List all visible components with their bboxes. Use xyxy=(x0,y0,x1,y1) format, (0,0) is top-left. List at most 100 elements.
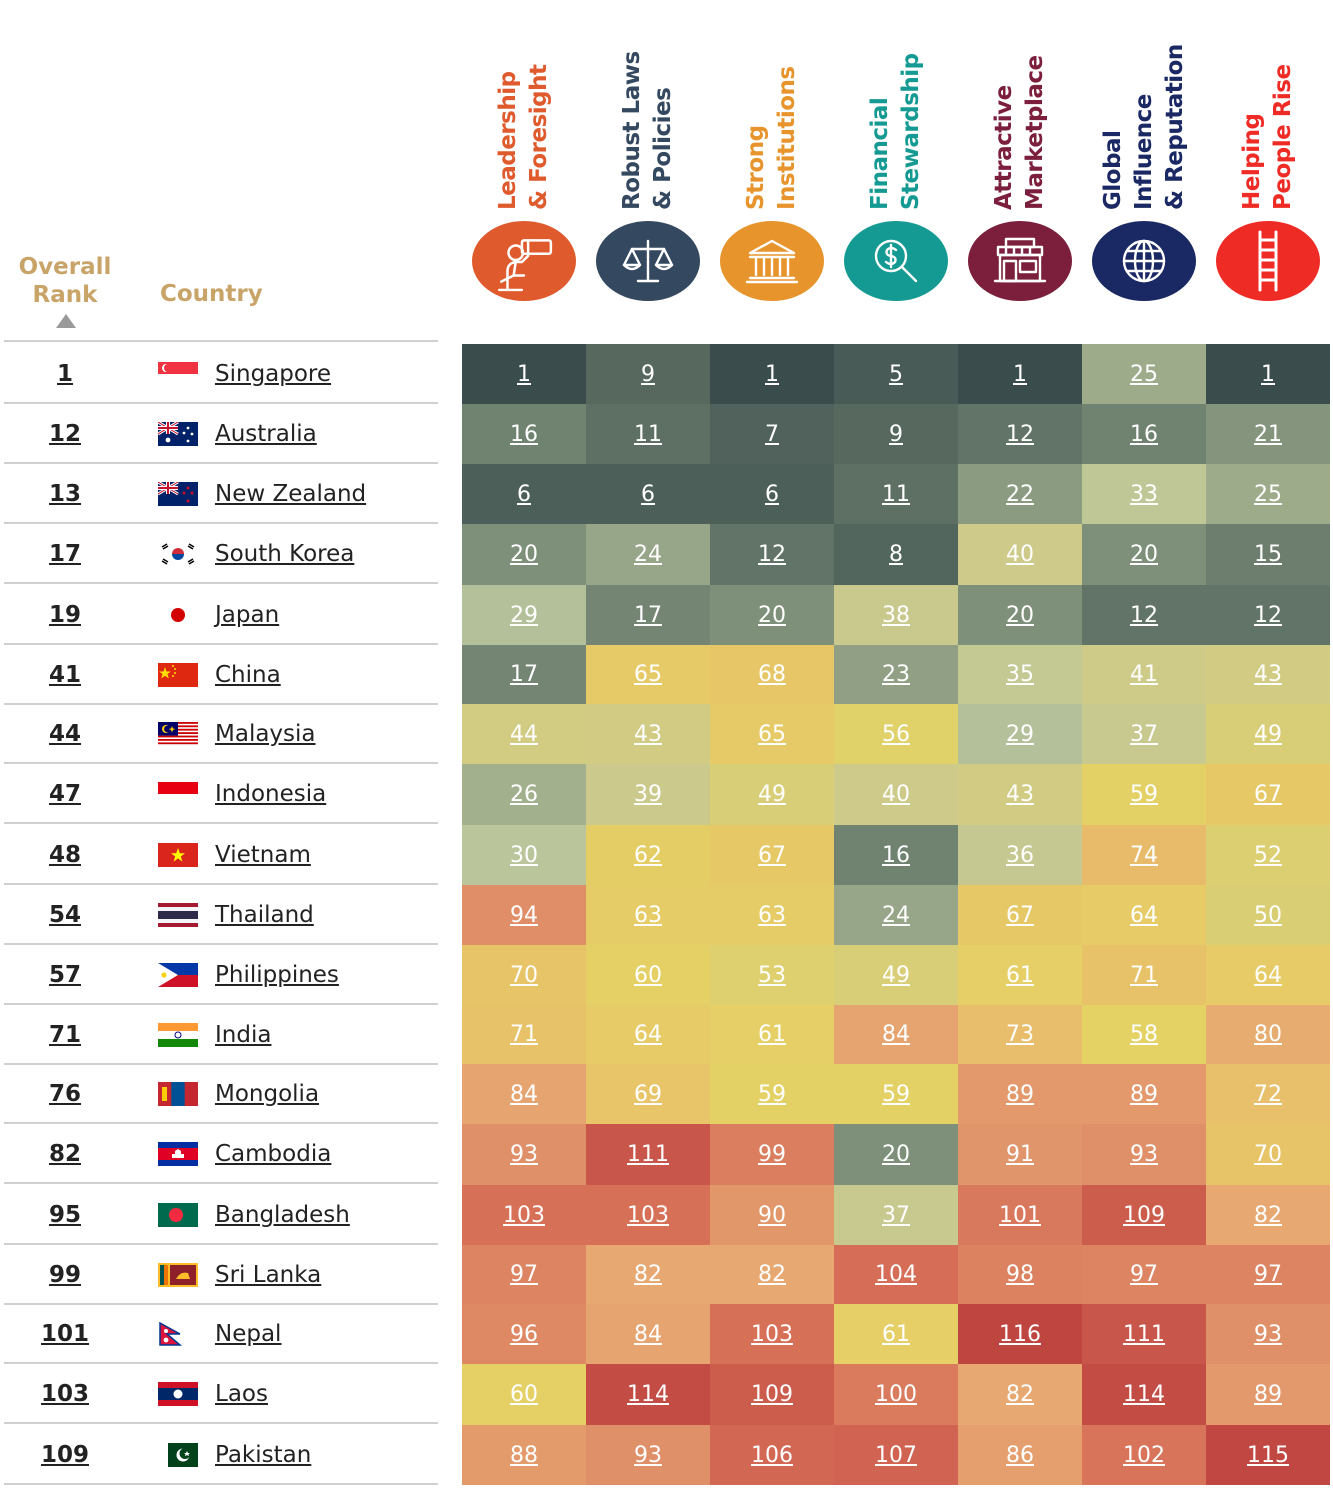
country-link[interactable]: Cambodia xyxy=(215,1141,332,1167)
heatmap-cell[interactable]: 20 xyxy=(710,585,834,645)
heatmap-cell[interactable]: 99 xyxy=(710,1124,834,1185)
heatmap-cell[interactable]: 100 xyxy=(834,1364,958,1425)
country-link[interactable]: Bangladesh xyxy=(215,1202,350,1228)
heatmap-cell[interactable]: 91 xyxy=(958,1124,1082,1185)
heatmap-cell[interactable]: 64 xyxy=(1206,945,1330,1005)
heatmap-cell[interactable]: 103 xyxy=(710,1304,834,1364)
heatmap-cell[interactable]: 43 xyxy=(1206,645,1330,704)
sort-ascending-icon[interactable] xyxy=(56,314,76,328)
heatmap-cell[interactable]: 104 xyxy=(834,1245,958,1304)
rank-value[interactable]: 48 xyxy=(48,842,81,868)
table-row[interactable]: 103 Laos xyxy=(0,1364,440,1424)
rank-value[interactable]: 82 xyxy=(48,1141,81,1167)
table-row[interactable]: 1 Singapore xyxy=(0,344,440,404)
heatmap-cell[interactable]: 43 xyxy=(958,764,1082,825)
heatmap-cell[interactable]: 5 xyxy=(834,344,958,404)
heatmap-cell[interactable]: 65 xyxy=(586,645,710,704)
heatmap-cell[interactable]: 17 xyxy=(586,585,710,645)
heatmap-cell[interactable]: 16 xyxy=(462,404,586,464)
heatmap-cell[interactable]: 8 xyxy=(834,524,958,585)
country-link[interactable]: Sri Lanka xyxy=(215,1262,322,1288)
heatmap-cell[interactable]: 38 xyxy=(834,585,958,645)
table-row[interactable]: 48 Vietnam xyxy=(0,825,440,885)
country-link[interactable]: Philippines xyxy=(215,962,339,988)
heatmap-cell[interactable]: 98 xyxy=(958,1245,1082,1304)
heatmap-cell[interactable]: 25 xyxy=(1206,464,1330,524)
table-row[interactable]: 57 Philippines xyxy=(0,945,440,1005)
heatmap-cell[interactable]: 16 xyxy=(1082,404,1206,464)
rank-value[interactable]: 19 xyxy=(48,602,81,628)
heatmap-cell[interactable]: 30 xyxy=(462,825,586,885)
country-link[interactable]: Indonesia xyxy=(215,781,327,807)
heatmap-cell[interactable]: 1 xyxy=(462,344,586,404)
country-link[interactable]: Japan xyxy=(215,602,280,628)
heatmap-cell[interactable]: 49 xyxy=(1206,704,1330,764)
heatmap-cell[interactable]: 24 xyxy=(834,885,958,945)
heatmap-cell[interactable]: 12 xyxy=(958,404,1082,464)
heatmap-cell[interactable]: 106 xyxy=(710,1425,834,1485)
heatmap-cell[interactable]: 59 xyxy=(710,1064,834,1124)
heatmap-cell[interactable]: 89 xyxy=(1082,1064,1206,1124)
table-row[interactable]: 13 New Zealand xyxy=(0,464,440,524)
table-row[interactable]: 101 Nepal xyxy=(0,1304,440,1364)
heatmap-cell[interactable]: 65 xyxy=(710,704,834,764)
heatmap-cell[interactable]: 22 xyxy=(958,464,1082,524)
heatmap-cell[interactable]: 59 xyxy=(1082,764,1206,825)
country-link[interactable]: India xyxy=(215,1022,272,1048)
heatmap-cell[interactable]: 68 xyxy=(710,645,834,704)
heatmap-cell[interactable]: 82 xyxy=(586,1245,710,1304)
heatmap-cell[interactable]: 58 xyxy=(1082,1005,1206,1064)
country-link[interactable]: Mongolia xyxy=(215,1081,320,1107)
rank-value[interactable]: 101 xyxy=(40,1321,89,1347)
heatmap-cell[interactable]: 12 xyxy=(1206,585,1330,645)
heatmap-cell[interactable]: 56 xyxy=(834,704,958,764)
rank-value[interactable]: 95 xyxy=(48,1202,81,1228)
heatmap-cell[interactable]: 37 xyxy=(1082,704,1206,764)
heatmap-cell[interactable]: 114 xyxy=(1082,1364,1206,1425)
heatmap-cell[interactable]: 89 xyxy=(958,1064,1082,1124)
heatmap-cell[interactable]: 21 xyxy=(1206,404,1330,464)
country-link[interactable]: Australia xyxy=(215,421,317,447)
heatmap-cell[interactable]: 44 xyxy=(462,704,586,764)
heatmap-cell[interactable]: 67 xyxy=(1206,764,1330,825)
heatmap-cell[interactable]: 43 xyxy=(586,704,710,764)
heatmap-cell[interactable]: 24 xyxy=(586,524,710,585)
heatmap-cell[interactable]: 63 xyxy=(710,885,834,945)
rank-value[interactable]: 57 xyxy=(48,962,81,988)
heatmap-cell[interactable]: 114 xyxy=(586,1364,710,1425)
heatmap-cell[interactable]: 62 xyxy=(586,825,710,885)
country-link[interactable]: Thailand xyxy=(215,902,314,928)
heatmap-cell[interactable]: 40 xyxy=(958,524,1082,585)
table-row[interactable]: 95 Bangladesh xyxy=(0,1185,440,1245)
heatmap-cell[interactable]: 67 xyxy=(958,885,1082,945)
heatmap-cell[interactable]: 6 xyxy=(586,464,710,524)
table-row[interactable]: 41 China xyxy=(0,645,440,705)
country-link[interactable]: Malaysia xyxy=(215,721,316,747)
heatmap-cell[interactable]: 39 xyxy=(586,764,710,825)
heatmap-cell[interactable]: 6 xyxy=(462,464,586,524)
rank-value[interactable]: 17 xyxy=(48,541,81,567)
rank-value[interactable]: 41 xyxy=(48,662,81,688)
table-row[interactable]: 54 Thailand xyxy=(0,885,440,945)
heatmap-cell[interactable]: 37 xyxy=(834,1185,958,1245)
heatmap-cell[interactable]: 82 xyxy=(710,1245,834,1304)
table-row[interactable]: 44 Malaysia xyxy=(0,704,440,764)
rank-value[interactable]: 103 xyxy=(40,1381,89,1407)
heatmap-cell[interactable]: 109 xyxy=(710,1364,834,1425)
heatmap-cell[interactable]: 49 xyxy=(834,945,958,1005)
rank-value[interactable]: 13 xyxy=(48,481,81,507)
heatmap-cell[interactable]: 107 xyxy=(834,1425,958,1485)
heatmap-cell[interactable]: 29 xyxy=(958,704,1082,764)
heatmap-cell[interactable]: 86 xyxy=(958,1425,1082,1485)
heatmap-cell[interactable]: 64 xyxy=(586,1005,710,1064)
country-link[interactable]: Vietnam xyxy=(215,842,311,868)
rank-value[interactable]: 76 xyxy=(48,1081,81,1107)
heatmap-cell[interactable]: 82 xyxy=(1206,1185,1330,1245)
heatmap-cell[interactable]: 12 xyxy=(710,524,834,585)
heatmap-cell[interactable]: 33 xyxy=(1082,464,1206,524)
rank-value[interactable]: 12 xyxy=(48,421,81,447)
heatmap-cell[interactable]: 1 xyxy=(710,344,834,404)
table-row[interactable]: 109 Pakistan xyxy=(0,1425,440,1485)
heatmap-cell[interactable]: 93 xyxy=(1206,1304,1330,1364)
heatmap-cell[interactable]: 25 xyxy=(1082,344,1206,404)
